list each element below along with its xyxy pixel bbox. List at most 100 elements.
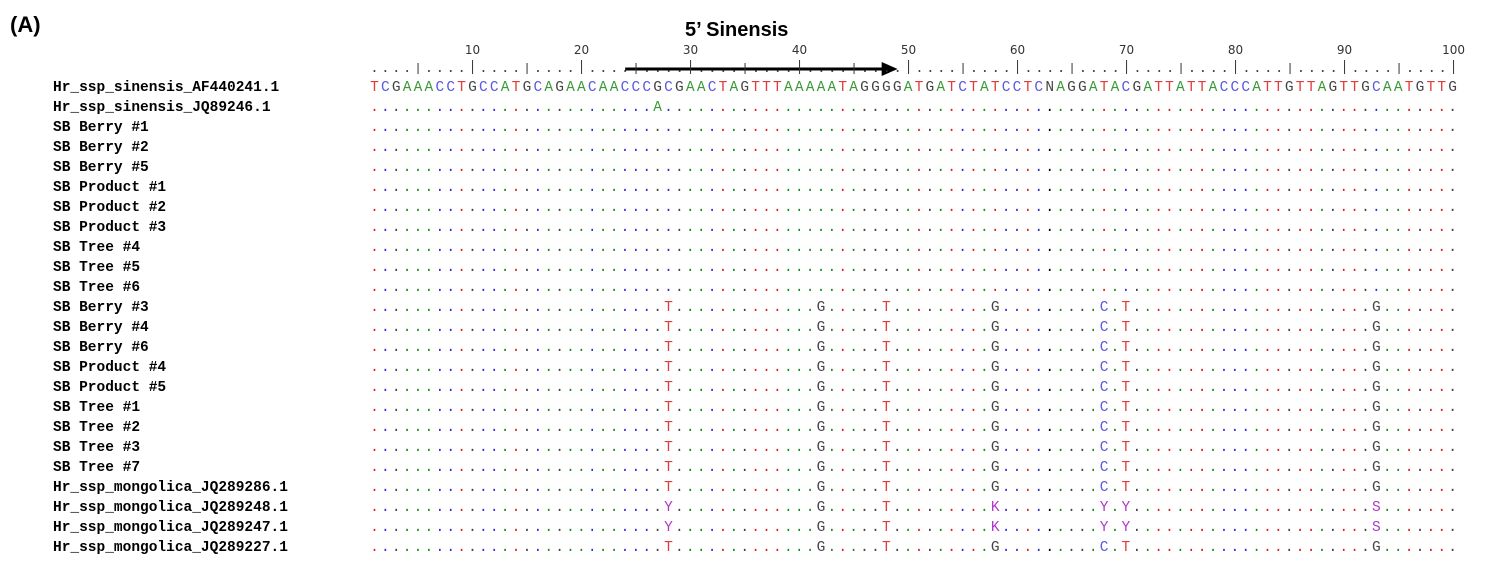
match-dot: . xyxy=(1404,160,1414,176)
match-dot: . xyxy=(1045,540,1055,556)
match-dot: . xyxy=(457,540,466,556)
match-dot: . xyxy=(1241,460,1251,476)
match-dot: . xyxy=(1415,480,1425,496)
match-dot: . xyxy=(914,160,924,176)
match-dot: . xyxy=(424,260,434,276)
variant-base: T xyxy=(881,360,891,376)
match-dot: . xyxy=(544,220,554,236)
match-dot: . xyxy=(1154,320,1163,336)
match-dot: . xyxy=(773,100,782,116)
match-dot: . xyxy=(751,500,760,516)
match-dot: . xyxy=(1056,420,1065,436)
match-dot: . xyxy=(446,140,456,156)
match-dot: . xyxy=(500,460,510,476)
match-dot: . xyxy=(598,200,608,216)
match-dot: . xyxy=(468,280,477,296)
match-dot: . xyxy=(1132,200,1142,216)
match-dot: . xyxy=(500,340,510,356)
match-dot: . xyxy=(685,200,695,216)
match-dot: . xyxy=(860,160,869,176)
match-dot: . xyxy=(1426,340,1436,356)
match-dot: . xyxy=(391,300,401,316)
match-dot: . xyxy=(914,520,924,536)
ruler-dot xyxy=(918,70,921,72)
match-dot: . xyxy=(1404,100,1414,116)
match-dot: . xyxy=(773,460,782,476)
match-dot: . xyxy=(675,380,684,396)
match-dot: . xyxy=(947,400,956,416)
match-dot: . xyxy=(391,460,401,476)
match-dot: . xyxy=(979,380,989,396)
match-dot: . xyxy=(860,540,869,556)
match-dot: . xyxy=(914,100,924,116)
match-dot: . xyxy=(577,260,586,276)
match-dot: . xyxy=(1393,400,1403,416)
match-dot: . xyxy=(1393,280,1403,296)
match-dot: . xyxy=(1350,100,1359,116)
match-dot: . xyxy=(849,540,858,556)
match-dot: . xyxy=(740,380,750,396)
match-dot: . xyxy=(609,440,619,456)
match-dot: . xyxy=(653,540,662,556)
match-dot: . xyxy=(1023,220,1033,236)
match-dot: . xyxy=(479,100,488,116)
match-dot: . xyxy=(794,420,804,436)
match-dot: . xyxy=(1274,360,1283,376)
base: C xyxy=(620,80,630,96)
match-dot: . xyxy=(620,140,630,156)
match-dot: . xyxy=(936,180,946,196)
match-dot: . xyxy=(947,120,956,136)
match-dot: . xyxy=(1426,300,1436,316)
sequence-name: SB Tree #2 xyxy=(53,420,141,436)
match-dot: . xyxy=(903,180,913,196)
match-dot: . xyxy=(391,140,401,156)
match-dot: . xyxy=(1197,160,1207,176)
match-dot: . xyxy=(1067,320,1076,336)
aligned-sequence: ........................................… xyxy=(369,238,1458,258)
match-dot: . xyxy=(653,120,662,136)
ruler-dot xyxy=(602,70,605,72)
match-dot: . xyxy=(479,240,488,256)
match-dot: . xyxy=(696,180,706,196)
match-dot: . xyxy=(805,500,815,516)
match-dot: . xyxy=(1339,240,1349,256)
match-dot: . xyxy=(522,340,532,356)
match-dot: . xyxy=(620,520,630,536)
match-dot: . xyxy=(925,480,935,496)
variant-base: S xyxy=(1372,520,1381,536)
match-dot: . xyxy=(1176,500,1185,516)
match-dot: . xyxy=(718,120,728,136)
match-dot: . xyxy=(1437,180,1447,196)
match-dot: . xyxy=(1197,440,1207,456)
match-dot: . xyxy=(1230,360,1240,376)
match-dot: . xyxy=(1143,300,1153,316)
match-dot: . xyxy=(718,400,728,416)
base: G xyxy=(892,80,902,96)
match-dot: . xyxy=(1382,500,1392,516)
match-dot: . xyxy=(1306,280,1316,296)
match-dot: . xyxy=(1186,280,1196,296)
match-dot: . xyxy=(1143,100,1153,116)
match-dot: . xyxy=(642,200,652,216)
match-dot: . xyxy=(805,100,815,116)
match-dot: . xyxy=(685,460,695,476)
match-dot: . xyxy=(1361,200,1370,216)
match-dot: . xyxy=(1284,360,1294,376)
base: G xyxy=(1448,80,1457,96)
match-dot: . xyxy=(1361,520,1370,536)
variant-base: T xyxy=(1121,400,1131,416)
match-dot: . xyxy=(544,380,554,396)
match-dot: . xyxy=(609,200,619,216)
match-dot: . xyxy=(457,500,466,516)
match-dot: . xyxy=(881,180,891,196)
variant-base: T xyxy=(881,320,891,336)
match-dot: . xyxy=(587,540,597,556)
match-dot: . xyxy=(1143,320,1153,336)
match-dot: . xyxy=(380,140,390,156)
match-dot: . xyxy=(370,320,379,336)
match-dot: . xyxy=(489,440,499,456)
match-dot: . xyxy=(958,260,967,276)
match-dot: . xyxy=(1415,500,1425,516)
match-dot: . xyxy=(1034,260,1044,276)
match-dot: . xyxy=(587,340,597,356)
